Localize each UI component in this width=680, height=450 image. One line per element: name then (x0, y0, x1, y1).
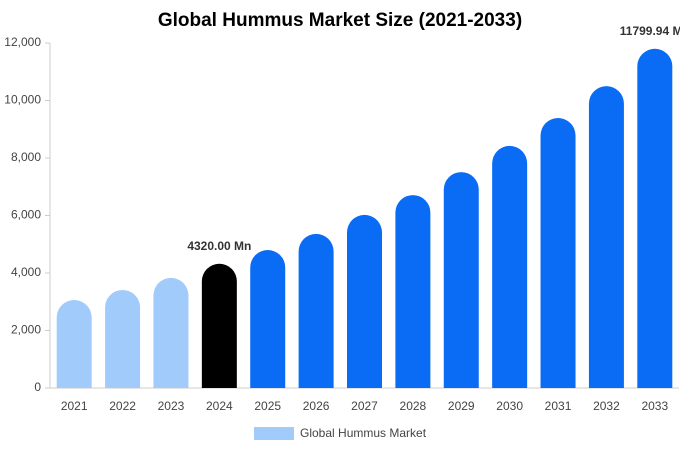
bar (56, 300, 92, 388)
x-tick-label: 2023 (158, 399, 185, 413)
y-tick-label: 2,000 (11, 323, 41, 337)
data-label: 11799.94 Mn (620, 24, 680, 38)
x-tick-label: 2030 (496, 399, 523, 413)
data-label: 4320.00 Mn (187, 239, 251, 253)
bar (105, 289, 141, 388)
x-tick-label: 2029 (448, 399, 475, 413)
x-tick-label: 2024 (206, 399, 233, 413)
x-tick-label: 2032 (593, 399, 620, 413)
bar (298, 233, 334, 388)
bar (588, 86, 624, 388)
chart-title: Global Hummus Market Size (2021-2033) (158, 10, 522, 31)
x-tick-label: 2021 (61, 399, 88, 413)
bar (637, 48, 673, 389)
legend-swatch (254, 427, 294, 440)
y-tick-label: 12,000 (4, 35, 41, 49)
y-tick-label: 6,000 (11, 208, 41, 222)
bar (347, 214, 382, 388)
x-tick-label: 2025 (254, 399, 281, 413)
x-tick-label: 2033 (641, 399, 668, 413)
y-tick-label: 4,000 (11, 265, 41, 279)
bar (492, 145, 528, 388)
legend-label: Global Hummus Market (300, 426, 427, 440)
y-tick-label: 8,000 (11, 150, 41, 164)
y-tick-label: 0 (34, 380, 41, 394)
x-tick-label: 2022 (109, 399, 136, 413)
bar (443, 172, 479, 388)
y-tick-label: 10,000 (4, 93, 41, 107)
bar (201, 263, 237, 388)
x-tick-label: 2027 (351, 399, 378, 413)
bar (153, 277, 189, 388)
bar (395, 195, 431, 388)
bar (250, 250, 286, 388)
x-tick-label: 2026 (303, 399, 330, 413)
x-tick-label: 2028 (400, 399, 427, 413)
x-tick-label: 2031 (545, 399, 572, 413)
bar (540, 118, 576, 388)
